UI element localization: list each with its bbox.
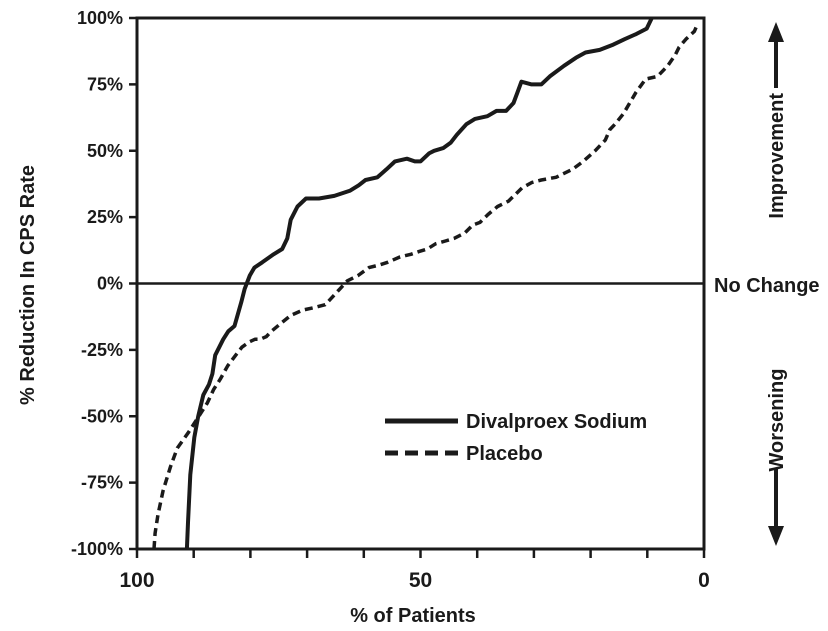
y-tick-label: 25% xyxy=(87,207,123,227)
y-tick-label: 75% xyxy=(87,74,123,94)
divalproex-series-line xyxy=(184,17,654,550)
improvement-label: Improvement xyxy=(766,93,788,219)
worsening-label: Worsening xyxy=(766,369,788,472)
x-axis-title: % of Patients xyxy=(350,605,476,627)
improvement-annotation: Improvement xyxy=(766,22,788,219)
x-tick-label: 0 xyxy=(698,569,710,592)
x-tick-label: 100 xyxy=(119,569,154,592)
series-group xyxy=(152,17,700,550)
y-tick-label: -100% xyxy=(71,539,123,559)
y-axis-ticks: 100% 75% 50% 25% 0% -25% -50% -75% -100% xyxy=(71,8,137,559)
reference-line-label: No Change xyxy=(714,275,820,297)
x-axis-ticks: 100 50 0 xyxy=(119,549,710,592)
y-tick-label: -75% xyxy=(81,473,123,493)
legend-label-placebo: Placebo xyxy=(466,443,543,465)
y-tick-label: 0% xyxy=(97,274,123,294)
legend-label-divalproex: Divalproex Sodium xyxy=(466,411,647,433)
worsening-annotation: Worsening xyxy=(766,369,788,546)
y-tick-label: -50% xyxy=(81,406,123,426)
legend: Divalproex Sodium Placebo xyxy=(385,411,647,465)
placebo-series-line xyxy=(152,22,700,550)
x-tick-label: 50 xyxy=(409,569,432,592)
y-axis-title: % Reduction In CPS Rate xyxy=(17,165,39,405)
y-tick-label: 100% xyxy=(77,8,123,28)
y-tick-label: 50% xyxy=(87,141,123,161)
plot-frame-group xyxy=(135,16,706,551)
improvement-arrow-head xyxy=(768,22,784,42)
y-tick-label: -25% xyxy=(81,340,123,360)
worsening-arrow-head xyxy=(768,526,784,546)
